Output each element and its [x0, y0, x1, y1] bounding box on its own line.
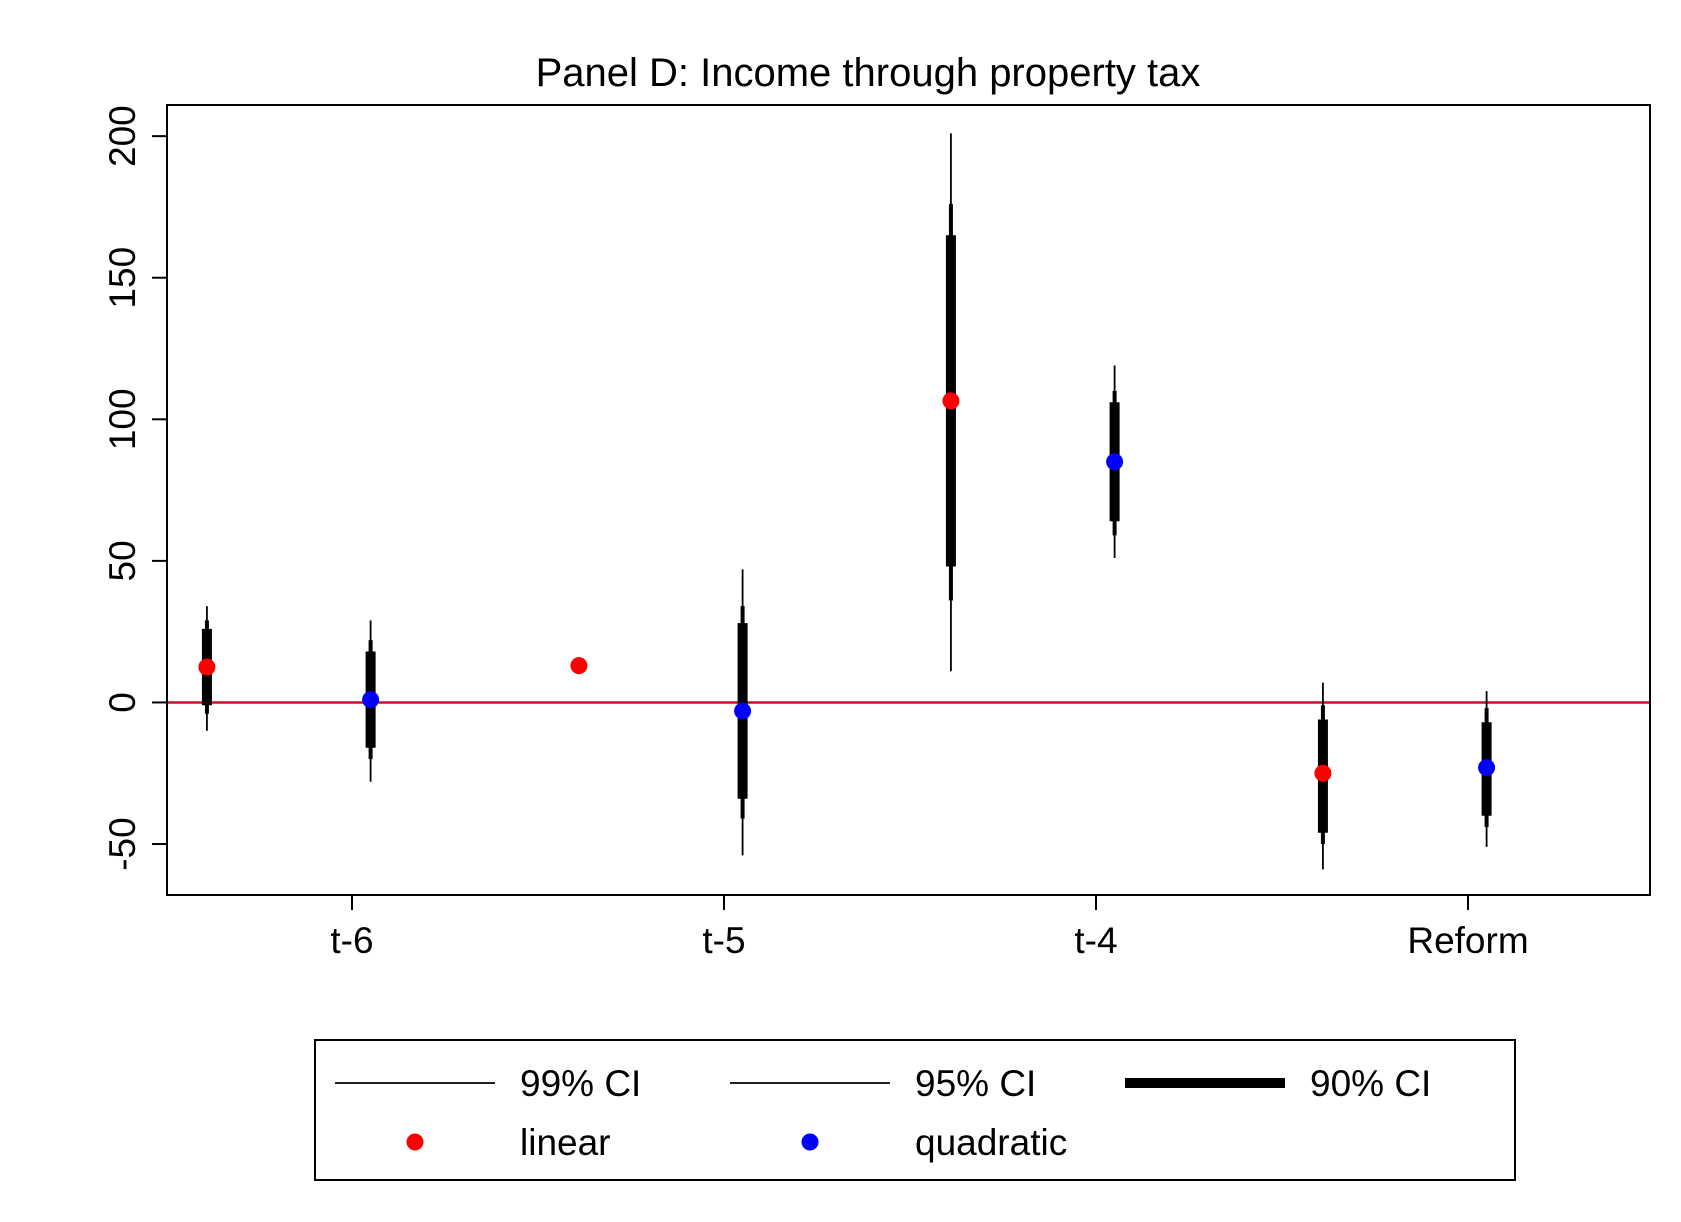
quadratic-estimate-t-5: [734, 569, 752, 856]
y-tick-label: 50: [102, 540, 143, 581]
quadratic-estimate-Reform: [1478, 691, 1496, 847]
y-tick-label: -50: [102, 817, 143, 870]
legend-label: 95% CI: [915, 1063, 1036, 1104]
legend-entry-95-ci: 95% CI: [730, 1063, 1036, 1104]
linear-point-marker: [198, 658, 216, 676]
y-tick-label: 0: [102, 692, 143, 713]
x-tick-label: t-5: [702, 920, 745, 961]
plot-content: [167, 133, 1650, 870]
quadratic-point-marker: [362, 691, 380, 709]
linear-point-marker: [570, 657, 588, 675]
plot-frame: [166, 104, 1651, 896]
linear-point-marker: [942, 392, 960, 410]
legend-entry-90-ci: 90% CI: [1125, 1063, 1431, 1104]
legend-label: quadratic: [915, 1122, 1067, 1163]
linear-estimate-Reform: [1314, 682, 1332, 870]
quadratic-estimate-t-4: [1106, 365, 1124, 559]
legend-entry-quadratic: quadratic: [801, 1122, 1067, 1163]
linear-estimate-t-4: [942, 133, 960, 672]
legend: 99% CI 95% CI 90% CI linear quadratic: [314, 1039, 1516, 1181]
quadratic-point-marker: [1478, 759, 1496, 777]
x-axis: t-6 t-5 t-4 Reform: [330, 895, 1529, 961]
x-tick-label: Reform: [1407, 920, 1528, 961]
legend-entry-linear: linear: [406, 1122, 611, 1163]
linear-estimate-t-6: [198, 606, 216, 731]
legend-label: 99% CI: [520, 1063, 641, 1104]
legend-label: 90% CI: [1310, 1063, 1431, 1104]
x-tick-label: t-6: [330, 920, 373, 961]
y-tick-label: 150: [102, 247, 143, 309]
chart-title: Panel D: Income through property tax: [536, 51, 1201, 95]
quadratic-point-marker: [1106, 453, 1124, 471]
quadratic-point-marker: [734, 702, 752, 720]
legend-marker-sample: [406, 1133, 424, 1151]
y-tick-label: 100: [102, 388, 143, 450]
legend-entry-99-ci: 99% CI: [335, 1063, 641, 1104]
linear-estimate-t-5: [570, 657, 588, 675]
legend-label: linear: [520, 1122, 611, 1163]
legend-marker-sample: [801, 1133, 819, 1151]
linear-point-marker: [1314, 764, 1332, 782]
legend-box: [314, 1039, 1516, 1181]
y-tick-label: 200: [102, 105, 143, 167]
x-tick-label: t-4: [1074, 920, 1117, 961]
y-axis: -50 0 50 100 150 200: [102, 105, 167, 871]
quadratic-estimate-t-6: [362, 620, 380, 782]
